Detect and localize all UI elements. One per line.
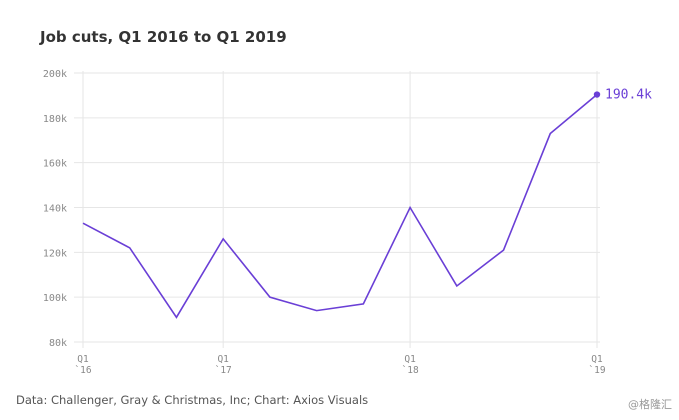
y-tick-label: 120k	[43, 248, 67, 259]
x-tick-label: Q1 `19	[588, 354, 605, 376]
y-tick-label: 180k	[43, 114, 67, 125]
x-tick-label-line: Q1	[217, 354, 229, 365]
y-tick-label: 160k	[43, 159, 67, 170]
source: Data: Challenger, Gray & Christmas, Inc;…	[16, 393, 368, 407]
y-tick-label: 140k	[43, 204, 67, 215]
y-tick-label: 100k	[43, 293, 67, 304]
point	[593, 91, 601, 98]
x-tick-label: Q1 `17	[215, 354, 232, 376]
x-tick-label-line: Q1	[404, 354, 416, 365]
x-tick-label-line: Q1	[591, 354, 603, 365]
x-tick-label: Q1 `18	[402, 354, 419, 376]
x-tick-label: Q1 `16	[74, 354, 91, 376]
x-tick-label-line: `19	[588, 365, 605, 376]
y-tick-label: 200k	[43, 69, 67, 80]
data-label: 190.4k	[605, 88, 652, 103]
y-tick-label: 80k	[49, 338, 67, 349]
chart-title: Job cuts, Q1 2016 to Q1 2019	[39, 28, 287, 46]
x-tick-label-line: `18	[402, 365, 419, 376]
x-tick-label-line: Q1	[77, 354, 89, 365]
x-tick-label-line: `17	[215, 365, 232, 376]
line	[82, 93, 598, 319]
watermark: @格隆汇	[628, 397, 672, 411]
x-tick-label-line: `16	[74, 365, 91, 376]
